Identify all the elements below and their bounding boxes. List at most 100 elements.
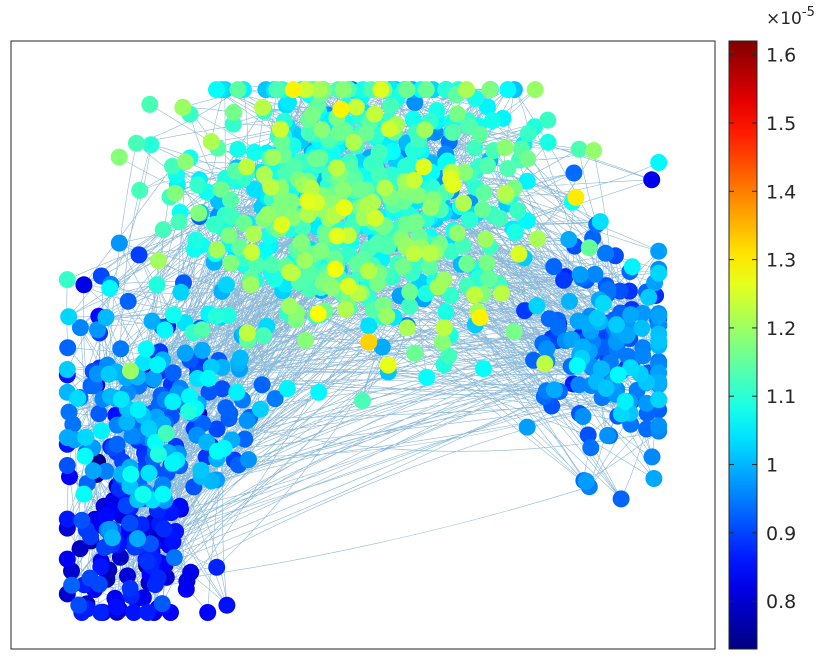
node-point <box>268 81 286 99</box>
node-point <box>456 163 474 181</box>
node-point <box>310 383 328 401</box>
node-point <box>218 596 236 614</box>
node-point <box>259 205 277 223</box>
node-point <box>284 81 302 99</box>
node-point <box>477 230 495 248</box>
node-point <box>506 223 524 241</box>
node-point <box>93 422 110 440</box>
node-point <box>479 98 496 116</box>
node-point <box>586 265 604 283</box>
node-point <box>561 292 578 310</box>
node-point <box>335 199 353 217</box>
node-point <box>123 427 141 445</box>
node-point <box>622 306 640 324</box>
node-point <box>220 226 238 244</box>
node-point <box>380 120 398 138</box>
node-point <box>149 569 167 587</box>
node-point <box>416 121 434 139</box>
node-point <box>555 271 573 289</box>
node-point <box>77 428 95 446</box>
node-point <box>368 235 386 253</box>
node-point <box>397 157 415 175</box>
node-point <box>73 511 91 529</box>
node-point <box>339 277 357 295</box>
node-point <box>129 401 147 419</box>
node-point <box>238 158 256 176</box>
node-point <box>199 604 217 621</box>
node-point <box>110 148 128 166</box>
node-point <box>579 426 597 444</box>
node-point <box>245 225 263 243</box>
node-point <box>170 213 188 231</box>
colorbar-tick-label: 1.6 <box>766 45 796 67</box>
node-point <box>334 81 352 99</box>
node-point <box>187 231 205 249</box>
node-point <box>212 180 230 198</box>
node-point <box>608 316 625 334</box>
node-point <box>433 333 451 351</box>
node-point <box>110 234 128 252</box>
node-point <box>97 507 115 525</box>
colorbar-multiplier-exponent: -5 <box>802 5 815 20</box>
node-point <box>143 312 161 330</box>
node-point <box>328 159 346 177</box>
node-point <box>153 595 171 613</box>
node-point <box>92 558 110 576</box>
node-point <box>154 485 172 503</box>
node-point <box>444 123 462 141</box>
node-point <box>306 150 324 168</box>
node-point <box>149 445 167 463</box>
node-point <box>442 287 460 304</box>
node-point <box>142 136 160 154</box>
node-point <box>366 209 384 227</box>
node-point <box>264 148 282 166</box>
node-point <box>303 106 321 124</box>
node-point <box>64 415 82 433</box>
node-point <box>370 143 388 161</box>
node-point <box>650 264 668 282</box>
colorbar-tick-label: 1.5 <box>766 113 796 135</box>
node-point <box>550 319 568 337</box>
node-point <box>454 237 472 255</box>
node-point <box>643 171 661 189</box>
node-point <box>240 451 257 469</box>
node-point <box>510 245 528 263</box>
node-point <box>643 448 661 466</box>
node-point <box>650 332 668 350</box>
node-point <box>360 333 378 351</box>
node-point <box>273 133 291 151</box>
node-point <box>616 392 634 410</box>
node-point <box>208 442 226 460</box>
node-point <box>518 172 536 190</box>
node-point <box>213 380 231 398</box>
node-point <box>466 286 483 304</box>
node-point <box>570 140 588 158</box>
node-point <box>539 111 557 129</box>
node-point <box>272 120 289 138</box>
node-point <box>90 575 108 593</box>
node-point <box>202 133 220 151</box>
node-point <box>122 465 140 483</box>
node-point <box>75 485 93 503</box>
node-point <box>263 256 281 274</box>
plot-area <box>10 40 716 650</box>
node-point <box>176 344 194 362</box>
node-point <box>200 383 218 401</box>
node-point <box>480 270 498 287</box>
node-point <box>141 535 159 553</box>
node-point <box>299 192 317 210</box>
node-point <box>84 462 102 480</box>
node-point <box>200 369 217 387</box>
colorbar-tick-label: 1 <box>766 455 778 477</box>
node-point <box>401 297 418 315</box>
node-point <box>580 239 598 257</box>
node-point <box>207 307 225 325</box>
node-point <box>612 490 630 508</box>
node-point <box>164 364 182 382</box>
node-point <box>371 165 389 183</box>
node-point <box>474 201 492 218</box>
node-point <box>119 292 137 310</box>
node-point <box>444 176 462 194</box>
node-point <box>301 265 319 283</box>
